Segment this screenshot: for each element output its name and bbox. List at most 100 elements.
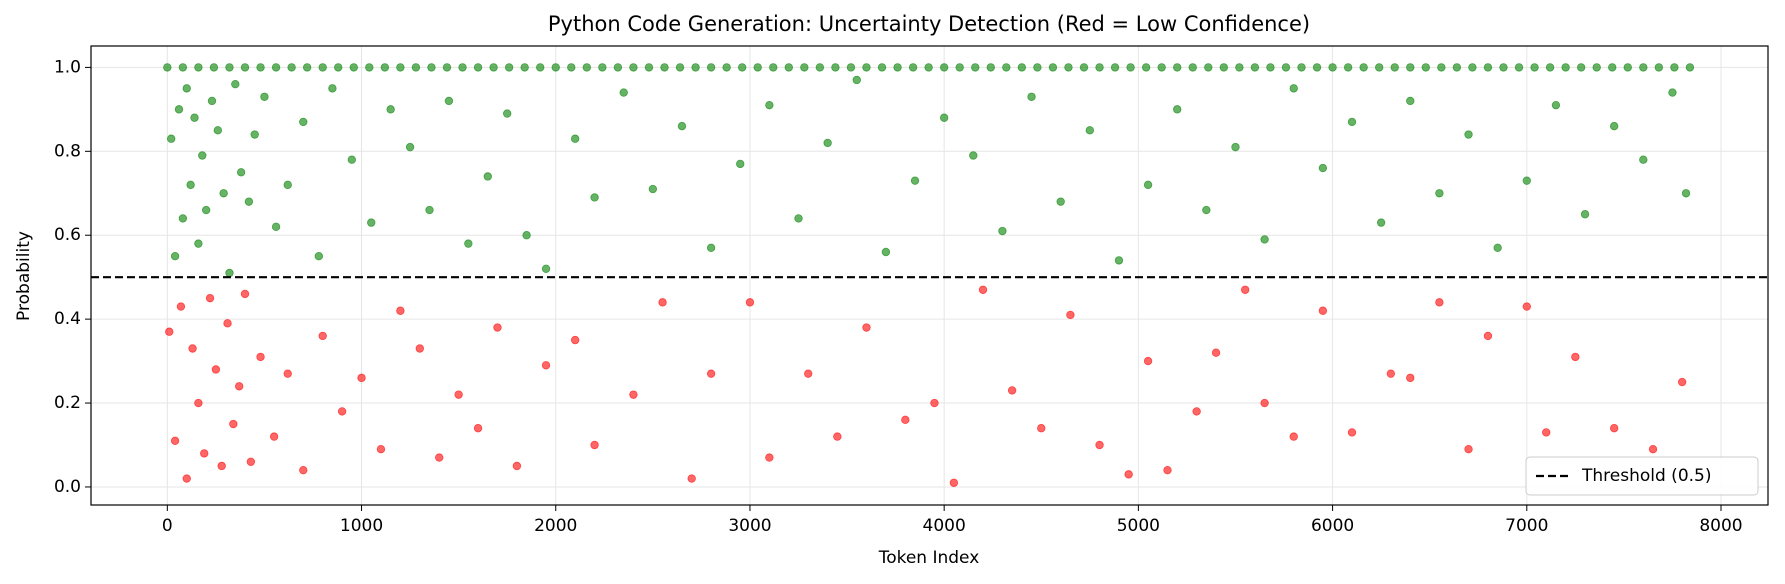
point [444,96,454,106]
point [1037,424,1046,433]
point [1390,63,1399,72]
point [200,449,209,458]
point [411,63,421,72]
point [541,361,551,370]
point [910,176,920,185]
point [209,63,219,72]
point [1468,63,1477,72]
point [1483,331,1493,341]
point [256,352,265,362]
point [745,298,755,307]
point [1095,63,1104,72]
point [1114,256,1124,265]
point [194,63,203,72]
point [1235,63,1244,72]
point [302,63,312,72]
point [1639,155,1648,164]
point [314,252,324,261]
point [1188,63,1197,72]
point [376,444,386,454]
point [590,193,599,202]
point [1359,63,1368,72]
legend-box [1525,456,1759,496]
point [217,461,226,471]
point [1374,63,1384,72]
point [328,84,337,93]
point [1126,63,1135,72]
point [1406,96,1415,106]
point [794,214,803,223]
x-tick-label: 7000 [1505,516,1548,536]
point [167,134,176,143]
point [1289,84,1298,93]
point [1648,444,1658,454]
point [619,88,628,97]
point [1143,356,1153,366]
point [687,474,696,483]
point [1007,386,1017,395]
point [978,285,988,294]
point [1079,63,1089,72]
point [190,113,199,122]
point [1609,424,1619,433]
point [396,63,405,72]
point [852,75,861,85]
point [1435,189,1444,198]
point [1328,63,1337,72]
point [1048,63,1058,72]
point [318,331,327,341]
point [969,151,978,160]
point [483,172,492,181]
point [178,214,188,223]
point [1318,306,1328,315]
point [165,327,174,336]
point [706,63,716,72]
point [1406,373,1415,383]
point [1056,197,1065,206]
point [1522,176,1531,185]
x-tick-label: 2000 [534,516,577,536]
point [1670,63,1679,72]
point [570,335,580,345]
point [396,306,405,315]
point [737,63,747,72]
point [1124,470,1133,479]
point [1571,352,1580,362]
point [881,247,891,257]
point [1386,369,1396,378]
point [1192,407,1201,416]
point [1545,63,1555,72]
y-tick-label: 0.2 [54,393,81,413]
point [182,474,191,483]
point [489,63,498,72]
point [924,63,933,72]
point [877,63,887,72]
point [862,63,871,72]
point [522,231,531,240]
point [613,63,623,72]
point [1608,63,1617,72]
point [246,457,256,466]
point [1202,205,1211,215]
point [219,189,228,198]
point [998,226,1007,236]
point [1681,189,1691,198]
point [269,432,279,441]
point [955,63,964,72]
point [629,63,638,72]
point [1347,117,1357,127]
point [283,180,292,190]
point [986,63,995,72]
point [1281,63,1291,72]
point [706,369,716,378]
point [1173,63,1182,72]
point [1173,105,1182,114]
point [454,390,463,399]
point [800,63,809,72]
point [201,205,211,215]
point [1240,285,1250,294]
point [1211,348,1221,357]
point [823,138,832,148]
point [367,218,376,227]
point [1483,63,1493,72]
